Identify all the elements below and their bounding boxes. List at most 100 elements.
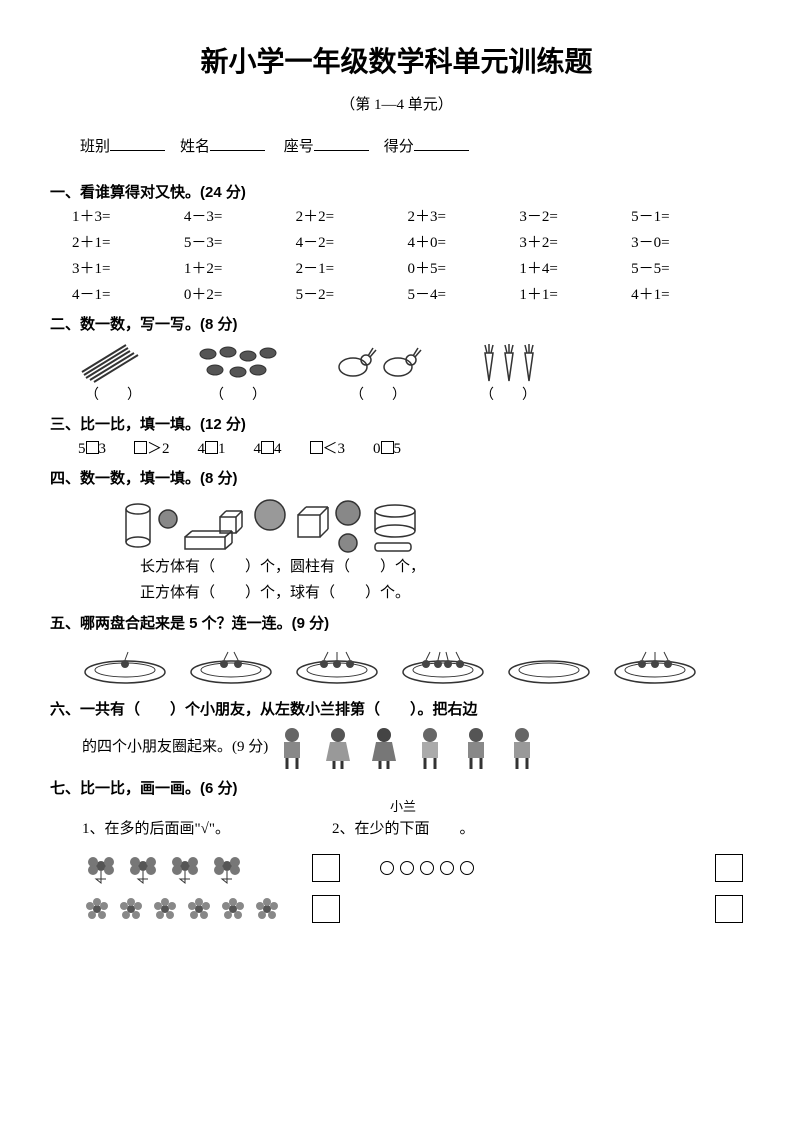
section-7-subs: 1、在多的后面画"√"。 2、在少的下面 。 [82, 817, 743, 841]
arith-item: 5－4= [408, 283, 520, 307]
arith-item: 1＋2= [184, 257, 296, 281]
count-pencils: （ ） [78, 341, 148, 407]
arith-item: 3＋1= [72, 257, 184, 281]
count-blank[interactable]: （ ） [193, 385, 283, 407]
shape-line-1: 长方体有（ ）个，圆柱有（ ）个， [140, 555, 743, 581]
name-label: 姓名 [180, 139, 210, 155]
flower-small-icon [82, 895, 112, 923]
arith-item: 5－5= [631, 257, 743, 281]
section-4-title: 四、数一数，填一填。(8 分) [50, 467, 743, 491]
section-6-title-b: 的四个小朋友圈起来。(9 分) [82, 733, 268, 762]
flower-big-icon [208, 851, 246, 885]
seat-blank[interactable] [314, 135, 369, 151]
count-carrots: （ ） [473, 341, 543, 407]
circle-icon [400, 861, 414, 875]
section-1-title: 一、看谁算得对又快。(24 分) [50, 181, 743, 205]
count-blank[interactable]: （ ） [78, 385, 148, 407]
score-blank[interactable] [414, 135, 469, 151]
compare-item[interactable]: ＜3 [310, 437, 346, 461]
section-2-title: 二、数一数，写一写。(8 分) [50, 313, 743, 337]
checkbox-4[interactable] [715, 895, 743, 923]
flower-row-1 [82, 851, 312, 885]
class-blank[interactable] [110, 135, 165, 151]
compare-item[interactable]: 44 [254, 437, 282, 461]
shapes-icon [120, 497, 470, 555]
circles-row [380, 861, 474, 875]
plate-3 [292, 644, 382, 686]
compare-item[interactable]: ＞2 [134, 437, 170, 461]
plate-2 [186, 644, 276, 686]
pencils-icon [78, 343, 148, 383]
compare-item[interactable]: 41 [198, 437, 226, 461]
plate-6 [610, 644, 700, 686]
shapes-display [120, 497, 743, 555]
arith-item: 4＋0= [408, 231, 520, 255]
checkbox-2[interactable] [312, 895, 340, 923]
flower-small-icon [218, 895, 248, 923]
arith-item: 0＋2= [184, 283, 296, 307]
candies-icon [193, 342, 283, 384]
arith-item: 2＋3= [408, 205, 520, 229]
arith-item: 1＋4= [519, 257, 631, 281]
checkbox-3[interactable] [715, 854, 743, 882]
count-blank[interactable]: （ ） [328, 385, 428, 407]
arith-item: 5－2= [296, 283, 408, 307]
arith-item: 3－0= [631, 231, 743, 255]
xiaolan-label: 小兰 [390, 797, 743, 818]
flower-big-icon [166, 851, 204, 885]
compare-item[interactable]: 05 [373, 437, 401, 461]
class-label: 班别 [80, 139, 110, 155]
section-6: 六、一共有（ ）个小朋友，从左数小兰排第（ ）。把右边 的四个小朋友圈起来。(9… [50, 696, 743, 771]
shape-line-2: 正方体有（ ）个，球有（ ）个。 [140, 581, 743, 607]
compare-item[interactable]: 53 [78, 437, 106, 461]
page-title: 新小学一年级数学科单元训练题 [50, 40, 743, 85]
student-info: 班别 姓名 座号 得分 [80, 135, 713, 159]
flower-big-icon [124, 851, 162, 885]
plate-5 [504, 644, 594, 686]
arith-item: 5－3= [184, 231, 296, 255]
subtitle: （第 1—4 单元） [50, 93, 743, 117]
score-label: 得分 [384, 139, 414, 155]
seat-label: 座号 [284, 139, 314, 155]
count-row: （ ） （ ） [78, 341, 743, 407]
count-candies: （ ） [193, 341, 283, 407]
child-icon [412, 725, 448, 771]
sec7-content-2 [82, 895, 743, 923]
arith-item: 4－3= [184, 205, 296, 229]
plates-row [80, 644, 743, 686]
flower-small-icon [184, 895, 214, 923]
arith-item: 3＋2= [519, 231, 631, 255]
sec7-content [82, 851, 743, 885]
name-blank[interactable] [210, 135, 265, 151]
arith-item: 1＋3= [72, 205, 184, 229]
circle-icon [420, 861, 434, 875]
section-5-title: 五、哪两盘合起来是 5 个？连一连。(9 分) [50, 612, 743, 636]
child-icon [458, 725, 494, 771]
rabbits-icon [328, 342, 428, 384]
circle-icon [440, 861, 454, 875]
flower-small-icon [252, 895, 282, 923]
carrots-icon [473, 341, 543, 385]
compare-row: 53 ＞2 41 44 ＜3 05 [78, 437, 743, 461]
arith-item: 2＋1= [72, 231, 184, 255]
arith-item: 4＋1= [631, 283, 743, 307]
count-rabbits: （ ） [328, 341, 428, 407]
sub-1: 1、在多的后面画"√"。 [82, 817, 332, 841]
checkbox-1[interactable] [312, 854, 340, 882]
flower-row-2 [82, 895, 312, 923]
children-row [274, 725, 540, 771]
plate-4 [398, 644, 488, 686]
arith-item: 2＋2= [296, 205, 408, 229]
flower-small-icon [116, 895, 146, 923]
plate-1 [80, 644, 170, 686]
flower-big-icon [82, 851, 120, 885]
arith-item: 3－2= [519, 205, 631, 229]
count-blank[interactable]: （ ） [473, 385, 543, 407]
child-icon [504, 725, 540, 771]
circle-icon [380, 861, 394, 875]
arith-item: 0＋5= [408, 257, 520, 281]
arith-item: 2－1= [296, 257, 408, 281]
child-xiaolan-icon [366, 725, 402, 771]
section-3-title: 三、比一比，填一填。(12 分) [50, 413, 743, 437]
child-icon [320, 725, 356, 771]
